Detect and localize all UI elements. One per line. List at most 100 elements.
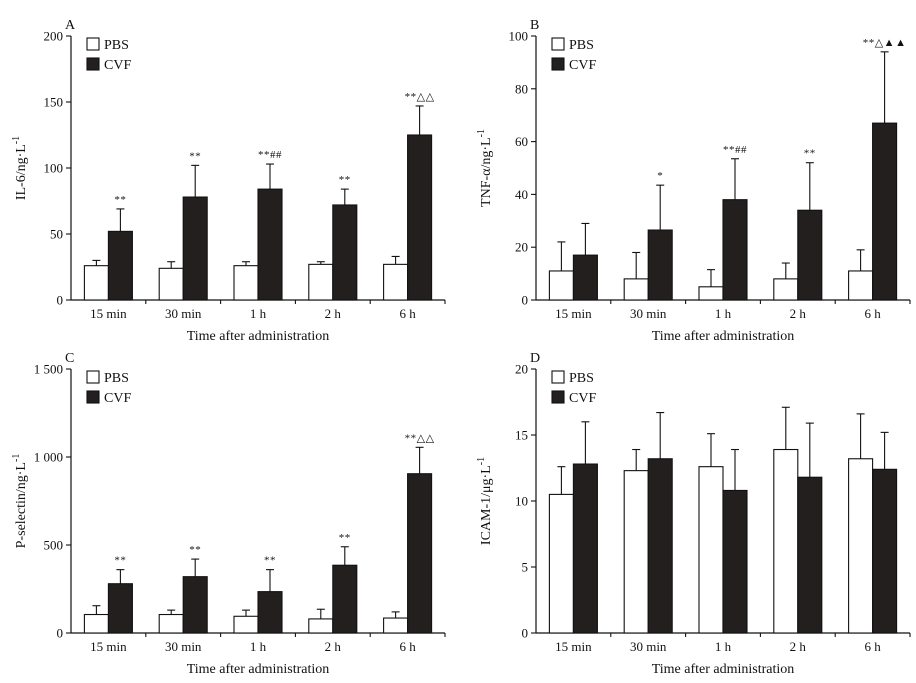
cvf-bar (107, 583, 133, 634)
x-tick-label: 1 h (250, 306, 267, 321)
pbs-bar (83, 613, 109, 634)
legend-label-cvf: CVF (104, 391, 131, 406)
pbs-bar (623, 470, 649, 634)
y-tick-label: 5 (522, 560, 529, 575)
cvf-bar (407, 473, 433, 634)
significance-label: **## (723, 144, 747, 156)
x-axis-title: Time after administration (652, 329, 795, 344)
y-tick-label: 0 (522, 293, 529, 308)
y-tick-label: 200 (44, 29, 64, 44)
cvf-bar (872, 122, 898, 301)
legend-swatch-pbs (86, 370, 100, 384)
pbs-bar (308, 263, 334, 301)
x-tick-label: 6 h (399, 639, 416, 654)
significance-label: ** (189, 150, 201, 162)
pbs-bar (773, 278, 799, 301)
y-tick-label: 500 (44, 538, 64, 553)
legend-swatch-cvf (86, 57, 100, 71)
legend-label-pbs: PBS (104, 371, 129, 386)
cvf-bar (722, 489, 748, 634)
panel-letter: C (65, 351, 74, 366)
pbs-bar (308, 618, 334, 634)
y-tick-label: 10 (515, 494, 528, 509)
panel-letter: B (530, 18, 539, 33)
x-tick-label: 15 min (555, 639, 592, 654)
significance-label: **△△ (405, 432, 435, 444)
x-tick-label: 15 min (555, 306, 592, 321)
pbs-bar (773, 448, 799, 634)
x-tick-label: 30 min (165, 306, 202, 321)
cvf-bar (797, 476, 823, 634)
y-tick-label: 15 (515, 428, 528, 443)
y-axis-title: ICAM-1/μg·L-1 (476, 457, 494, 545)
x-tick-label: 1 h (715, 639, 732, 654)
significance-label: **## (258, 149, 282, 161)
y-axis-title-sup: -1 (476, 129, 487, 137)
y-tick-label: 100 (509, 29, 529, 44)
y-tick-label: 0 (522, 626, 529, 641)
significance-label: **△△ (405, 91, 435, 103)
legend-swatch-pbs (551, 370, 565, 384)
x-axis-title: Time after administration (652, 662, 795, 677)
x-tick-label: 2 h (790, 639, 807, 654)
cvf-bar (257, 188, 283, 301)
cvf-bar (332, 564, 358, 634)
significance-label: * (657, 170, 663, 182)
y-axis-title-main: TNF-α/ng·L (479, 137, 494, 207)
cvf-bar (572, 463, 598, 634)
x-tick-label: 30 min (630, 639, 667, 654)
pbs-bar (848, 270, 874, 301)
cvf-bar (647, 458, 673, 634)
y-axis-title-sup: -1 (11, 454, 22, 462)
y-axis-title: TNF-α/ng·L-1 (476, 129, 494, 207)
y-axis-title: P-selectin/ng·L-1 (11, 454, 29, 549)
legend-label-cvf: CVF (569, 58, 596, 73)
y-axis-title-main: P-selectin/ng·L (14, 462, 29, 548)
cvf-bar (182, 196, 208, 301)
y-tick-label: 1 500 (34, 362, 63, 377)
cvf-bar (647, 229, 673, 301)
cvf-bar (407, 134, 433, 301)
pbs-bar (623, 278, 649, 301)
y-tick-label: 50 (50, 227, 63, 242)
x-axis-title: Time after administration (187, 662, 330, 677)
x-tick-label: 6 h (399, 306, 416, 321)
x-tick-label: 15 min (90, 306, 127, 321)
significance-label: ** (339, 174, 351, 186)
significance-label: ** (339, 532, 351, 544)
significance-label: ** (114, 555, 126, 567)
significance-label: ** (264, 555, 276, 567)
pbs-bar (83, 265, 109, 301)
y-axis-title-main: IL-6/ng·L (14, 144, 29, 200)
cvf-bar (332, 204, 358, 301)
legend-swatch-cvf (551, 390, 565, 404)
y-axis-title-main: ICAM-1/μg·L (479, 465, 494, 545)
panel-letter: A (65, 18, 76, 33)
x-tick-label: 1 h (250, 639, 267, 654)
y-tick-label: 150 (44, 95, 64, 110)
x-tick-label: 1 h (715, 306, 732, 321)
pbs-bar (548, 270, 574, 301)
legend-label-cvf: CVF (569, 391, 596, 406)
pbs-bar (158, 613, 184, 634)
significance-label: **△▲▲ (863, 37, 907, 49)
legend-swatch-cvf (86, 390, 100, 404)
x-tick-label: 30 min (630, 306, 667, 321)
x-tick-label: 2 h (325, 306, 342, 321)
pbs-bar (383, 263, 409, 301)
significance-label: ** (189, 544, 201, 556)
legend-label-pbs: PBS (569, 38, 594, 53)
cvf-bar (182, 576, 208, 634)
y-tick-label: 0 (57, 626, 64, 641)
cvf-bar (872, 468, 898, 634)
panel-letter: D (530, 351, 540, 366)
significance-label: ** (804, 148, 816, 160)
cvf-bar (107, 230, 133, 301)
panel-d: 0 5 10 15 20D ICAM-1/μg·L-1 15 min 30 min 1 h 2 h… (476, 351, 911, 677)
y-tick-label: 100 (44, 161, 64, 176)
y-axis-title-sup: -1 (11, 136, 22, 144)
y-tick-label: 60 (515, 134, 528, 149)
